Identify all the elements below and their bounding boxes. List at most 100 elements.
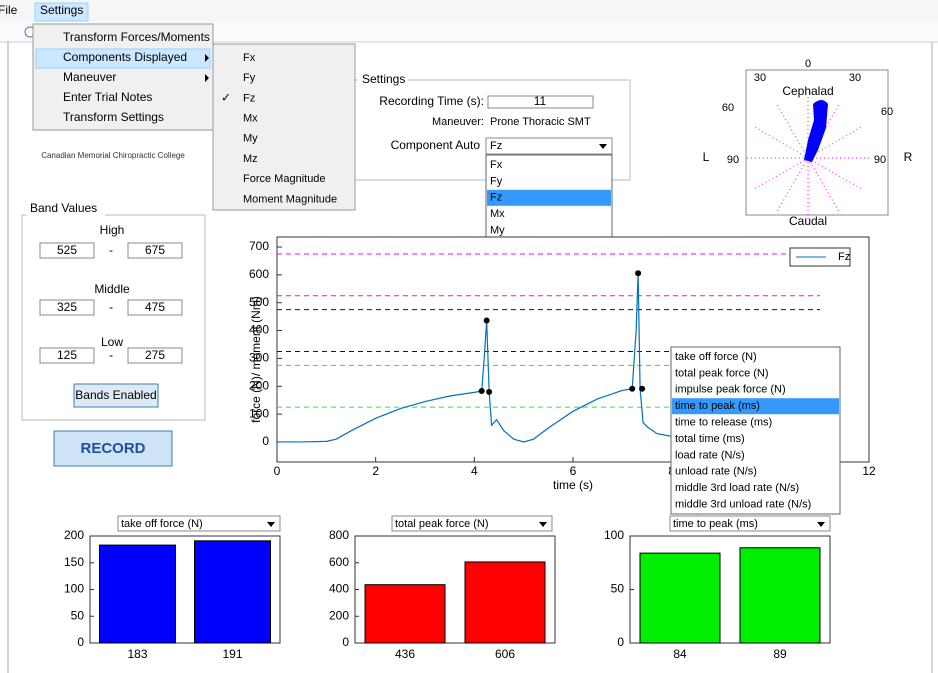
polar-angle: 30 [754, 72, 766, 84]
menu-item[interactable]: Transform Settings [63, 110, 164, 124]
menu-item[interactable]: Mz [243, 153, 258, 165]
menu-item[interactable]: Moment Magnitude [243, 193, 337, 205]
menu-item[interactable]: Fx [243, 52, 256, 64]
menu-item[interactable]: Transform Forces/Moments [63, 30, 210, 44]
y-tick-label: 50 [611, 582, 625, 596]
dropdown-arrow [599, 144, 607, 149]
peak-marker [635, 270, 642, 277]
band-label: Middle [94, 282, 130, 296]
x-axis-label: time (s) [553, 478, 593, 492]
x-tick-label: 12 [862, 464, 876, 478]
record-button[interactable] [53, 430, 173, 467]
dropdown-option[interactable]: unload rate (N/s) [675, 466, 757, 478]
band-separator: - [109, 300, 113, 314]
group-box [21, 214, 206, 421]
y-tick-label: 0 [77, 635, 84, 649]
dropdown-option[interactable]: time to peak (ms) [675, 400, 760, 412]
menu-item[interactable]: Fy [243, 72, 256, 84]
polar-label: L [703, 150, 710, 164]
y-tick-label: 200 [249, 378, 269, 392]
polar-label: Cephalad [782, 84, 833, 98]
band-label: High [100, 223, 125, 237]
dropdown-option[interactable]: take off force (N) [675, 351, 757, 363]
group-title-bg [358, 73, 408, 87]
button[interactable] [73, 383, 159, 408]
band-low: 125 [57, 348, 77, 362]
dropdown-option[interactable]: load rate (N/s) [675, 449, 745, 461]
x-tick-label: 2 [372, 464, 379, 478]
check-mark: ✓ [221, 91, 231, 105]
dropdown-option[interactable]: Mx [490, 208, 505, 220]
menu-item: Settings [40, 3, 83, 17]
button-label: Bands Enabled [75, 388, 156, 402]
dropdown-option[interactable]: My [490, 225, 505, 237]
text-input[interactable] [487, 95, 594, 109]
dropdown-option[interactable]: total peak force (N) [675, 367, 769, 379]
y-tick-label: 0 [262, 434, 269, 448]
polar-label: Caudal [789, 214, 827, 228]
band-input[interactable] [127, 242, 183, 259]
menu-item[interactable]: Enter Trial Notes [63, 90, 152, 104]
band-high: 475 [145, 300, 165, 314]
bar [739, 547, 821, 644]
menu-item[interactable]: Fz [243, 92, 255, 104]
dropdown-option[interactable]: Fx [490, 159, 503, 171]
dropdown-option[interactable]: Fz [490, 192, 502, 204]
record-label: RECORD [80, 440, 145, 457]
y-tick-label: 50 [71, 608, 85, 622]
polar-label: R [904, 150, 913, 164]
submenu-arrow [205, 54, 209, 62]
dropdown-arrow [267, 522, 275, 527]
dropdown[interactable] [117, 515, 281, 532]
dropdown[interactable] [485, 137, 613, 155]
menu-item[interactable]: Force Magnitude [243, 173, 326, 185]
polar-trace [804, 100, 828, 162]
bar-label: 436 [395, 647, 415, 661]
field-value: Prone Thoracic SMT [490, 116, 591, 128]
menubar [0, 0, 938, 22]
submenu-arrow [205, 74, 209, 82]
peak-marker [483, 317, 490, 324]
dropdown[interactable] [669, 515, 831, 532]
band-input[interactable] [127, 347, 183, 364]
band-high: 675 [145, 243, 165, 257]
field-label: Component Auto [391, 138, 481, 152]
bar [194, 540, 271, 644]
dropdown-value: take off force (N) [121, 518, 203, 530]
dropdown-option[interactable]: Fy [490, 175, 503, 187]
x-tick-label: 4 [471, 464, 478, 478]
x-tick-label: 0 [274, 464, 281, 478]
y-tick-label: 600 [329, 555, 349, 569]
y-tick-label: 0 [342, 635, 349, 649]
bar-label: 89 [773, 647, 787, 661]
group-title: Band Values [30, 201, 97, 215]
polar-angle: 90 [727, 154, 739, 166]
menu-item[interactable]: Components Displayed [63, 50, 187, 64]
menu-item[interactable]: My [243, 133, 258, 145]
toolbar [0, 22, 938, 42]
bar-label: 84 [673, 647, 687, 661]
dropdown-option[interactable]: impulse peak force (N) [675, 384, 786, 396]
band-input[interactable] [39, 347, 95, 364]
x-tick-label: 6 [570, 464, 577, 478]
band-input[interactable] [39, 299, 95, 316]
dropdown-value: total peak force (N) [395, 518, 489, 530]
option-highlight [672, 398, 839, 415]
menu-item[interactable]: Mx [243, 113, 258, 125]
band-separator: - [109, 348, 113, 362]
menu-item[interactable]: Maneuver [63, 70, 116, 84]
band-input[interactable] [127, 299, 183, 316]
y-axis-label: force (N)/ moment (Nm) [249, 296, 263, 423]
dropdown-option[interactable]: middle 3rd unload rate (N/s) [675, 499, 811, 511]
dropdown-option[interactable]: time to release (ms) [675, 417, 772, 429]
y-tick-label: 400 [249, 323, 269, 337]
band-high: 275 [145, 348, 165, 362]
dropdown-arrow [817, 522, 825, 527]
dropdown[interactable] [391, 515, 553, 532]
y-tick-label: 300 [249, 351, 269, 365]
dropdown-option[interactable]: middle 3rd load rate (N/s) [675, 482, 799, 494]
band-input[interactable] [39, 242, 95, 259]
dropdown-option[interactable]: total time (ms) [675, 433, 745, 445]
menu-highlight [34, 2, 89, 22]
logo-caption: Canadian Memorial Chiropractic College [41, 151, 185, 160]
